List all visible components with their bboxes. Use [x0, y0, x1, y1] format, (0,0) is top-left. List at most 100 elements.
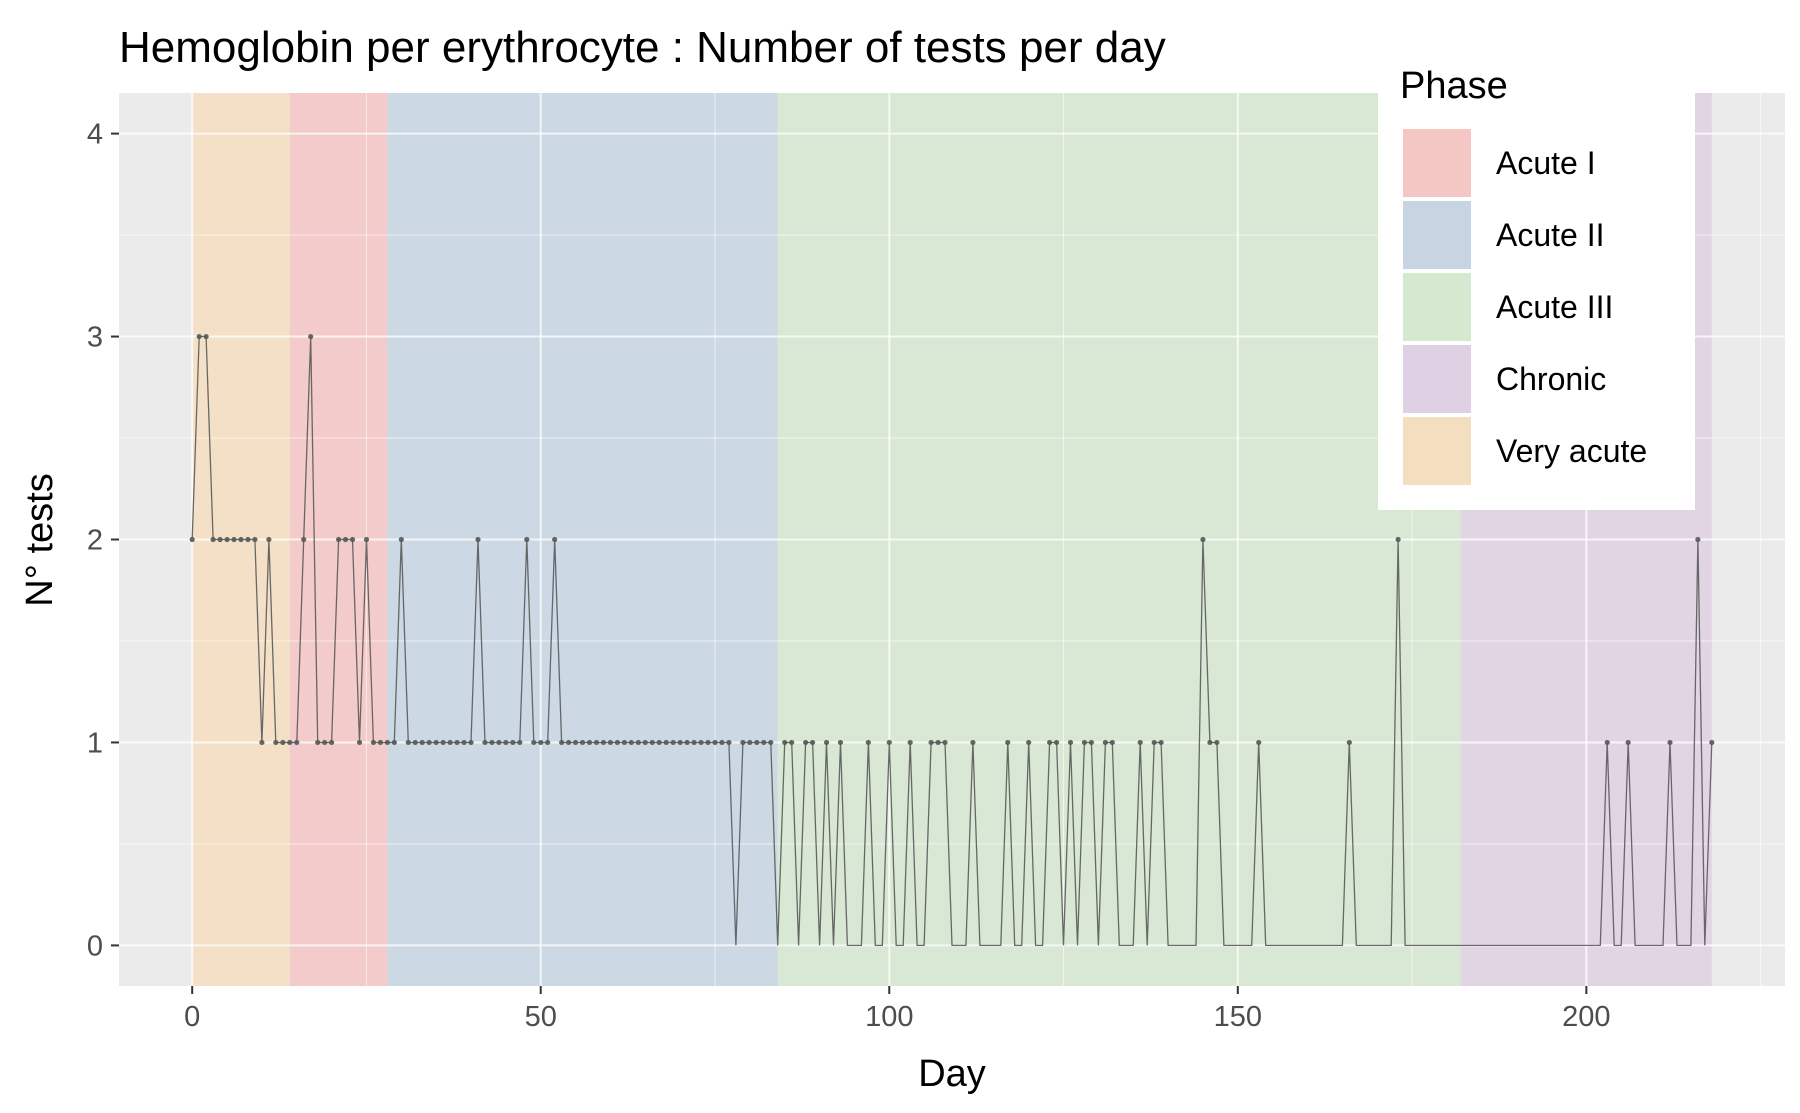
data-point — [329, 739, 335, 746]
data-point — [600, 739, 607, 746]
data-point — [447, 739, 453, 746]
data-point — [412, 739, 418, 746]
chart-title: Hemoglobin per erythrocyte : Number of t… — [119, 23, 1166, 72]
x-axis: 0 50 100 150 200 — [184, 986, 1611, 1033]
data-point — [698, 739, 704, 746]
legend-key-acute-ii — [1401, 199, 1473, 271]
series-line-group — [189, 333, 1715, 947]
data-point — [768, 739, 774, 746]
data-point — [886, 739, 892, 746]
data-point — [1102, 739, 1108, 746]
data-point — [572, 739, 579, 746]
data-point — [426, 739, 432, 746]
data-point — [761, 739, 767, 746]
data-point — [1088, 739, 1095, 746]
y-axis-tick-label: 4 — [87, 119, 103, 151]
data-point — [482, 739, 488, 746]
data-point — [398, 536, 404, 543]
data-point — [266, 536, 272, 543]
data-point — [252, 536, 258, 543]
data-point — [489, 739, 495, 746]
data-point — [1151, 739, 1157, 746]
data-point — [691, 739, 697, 746]
data-point — [970, 739, 976, 746]
data-point — [719, 739, 725, 746]
data-point — [370, 739, 377, 746]
data-point — [203, 333, 209, 340]
data-point — [586, 739, 593, 746]
data-point — [531, 739, 537, 746]
data-point — [524, 536, 530, 543]
data-point — [649, 739, 655, 746]
x-axis-tick-label: 150 — [1214, 1001, 1262, 1033]
data-point — [545, 739, 551, 746]
data-point — [440, 739, 446, 746]
data-point — [754, 739, 760, 746]
data-point — [552, 536, 558, 543]
data-point — [196, 333, 202, 340]
y-axis-tick-label: 3 — [87, 322, 103, 354]
data-point — [1046, 739, 1053, 746]
legend-label-acute-i: Acute I — [1496, 145, 1596, 181]
data-point — [614, 739, 621, 746]
data-point — [566, 739, 572, 746]
data-point — [726, 739, 732, 746]
data-point — [607, 739, 614, 746]
data-point — [1256, 739, 1262, 746]
data-point — [517, 739, 523, 746]
data-point — [475, 536, 481, 543]
data-point — [747, 739, 753, 746]
data-point — [712, 739, 718, 746]
data-point — [579, 739, 586, 746]
data-point — [1005, 739, 1011, 746]
data-point — [823, 739, 830, 746]
data-point — [1625, 739, 1631, 746]
data-point — [468, 739, 474, 746]
data-point — [363, 536, 370, 543]
data-point — [301, 536, 307, 543]
data-point — [935, 739, 941, 746]
data-point — [1158, 739, 1164, 746]
x-axis-tick-label: 0 — [184, 1001, 200, 1033]
data-point — [809, 739, 816, 746]
data-point — [335, 536, 342, 543]
data-point — [384, 739, 390, 746]
data-point — [496, 739, 502, 746]
legend-key-acute-iii — [1401, 271, 1473, 343]
data-point — [677, 739, 683, 746]
legend-label-acute-iii: Acute III — [1496, 289, 1613, 325]
data-point — [259, 739, 265, 746]
data-point — [782, 739, 788, 746]
data-point — [642, 739, 648, 746]
data-point — [656, 739, 662, 746]
x-axis-title: Day — [918, 1053, 986, 1095]
x-axis-tick-label: 50 — [525, 1001, 557, 1033]
legend-entries: Acute I Acute II Acute III Chronic Very acut… — [1401, 127, 1647, 487]
legend-key-very-acute — [1401, 415, 1473, 487]
y-axis-title: N° tests — [19, 473, 61, 606]
data-point — [231, 536, 237, 543]
data-point — [1137, 739, 1143, 746]
data-point — [377, 739, 384, 746]
legend: Phase Acute I Acute II Acute III Chronic Ver… — [1378, 65, 1695, 510]
data-point — [349, 536, 356, 543]
data-point — [740, 739, 746, 746]
data-point — [1214, 739, 1220, 746]
legend-label-chronic: Chronic — [1496, 361, 1606, 397]
data-point — [356, 739, 363, 746]
data-point — [621, 739, 627, 746]
data-point — [1026, 739, 1032, 746]
data-point — [405, 739, 411, 746]
data-point — [670, 739, 676, 746]
data-point — [433, 739, 439, 746]
data-point — [189, 536, 195, 543]
data-point — [628, 739, 634, 746]
data-point — [1346, 739, 1352, 746]
data-point — [635, 739, 641, 746]
x-axis-tick-label: 200 — [1562, 1001, 1610, 1033]
data-point — [1207, 739, 1213, 746]
data-point — [907, 739, 913, 746]
y-axis-tick-label: 0 — [87, 930, 103, 962]
data-point — [684, 739, 690, 746]
